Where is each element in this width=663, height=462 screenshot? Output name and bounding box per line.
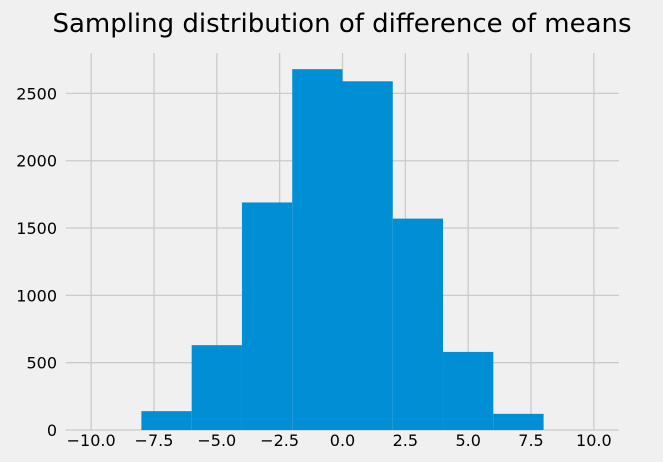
x-axis-ticks: −10.0 −7.5 −5.0 −2.5 0.0 2.5 5.0 7.5 10.0 [67,431,612,450]
y-tick-label: 1000 [16,286,57,305]
y-axis-ticks: 0 500 1000 1500 2000 2500 [16,84,57,440]
y-tick-label: 2500 [16,84,57,103]
histogram-bar [241,202,293,430]
bars-layer [141,69,544,431]
histogram-bar [342,81,393,431]
x-tick-label: −5.0 [197,431,236,450]
x-tick-label: 7.5 [518,431,543,450]
histogram-bar [141,411,192,430]
x-tick-label: −10.0 [67,431,116,450]
chart-title: Sampling distribution of difference of m… [52,9,631,39]
histogram-bar [392,218,444,430]
y-tick-label: 0 [47,421,57,440]
histogram-bar [292,69,343,431]
x-tick-label: 10.0 [576,431,612,450]
x-tick-label: −2.5 [260,431,299,450]
x-tick-label: 2.5 [393,431,418,450]
y-tick-label: 1500 [16,219,57,238]
histogram-bar [443,351,494,430]
x-tick-label: 5.0 [455,431,480,450]
y-tick-label: 2000 [16,152,57,171]
histogram-bar [191,345,242,430]
x-tick-label: 0.0 [330,431,355,450]
x-tick-label: −7.5 [135,431,174,450]
histogram-bar [493,413,544,430]
y-tick-label: 500 [26,354,57,373]
